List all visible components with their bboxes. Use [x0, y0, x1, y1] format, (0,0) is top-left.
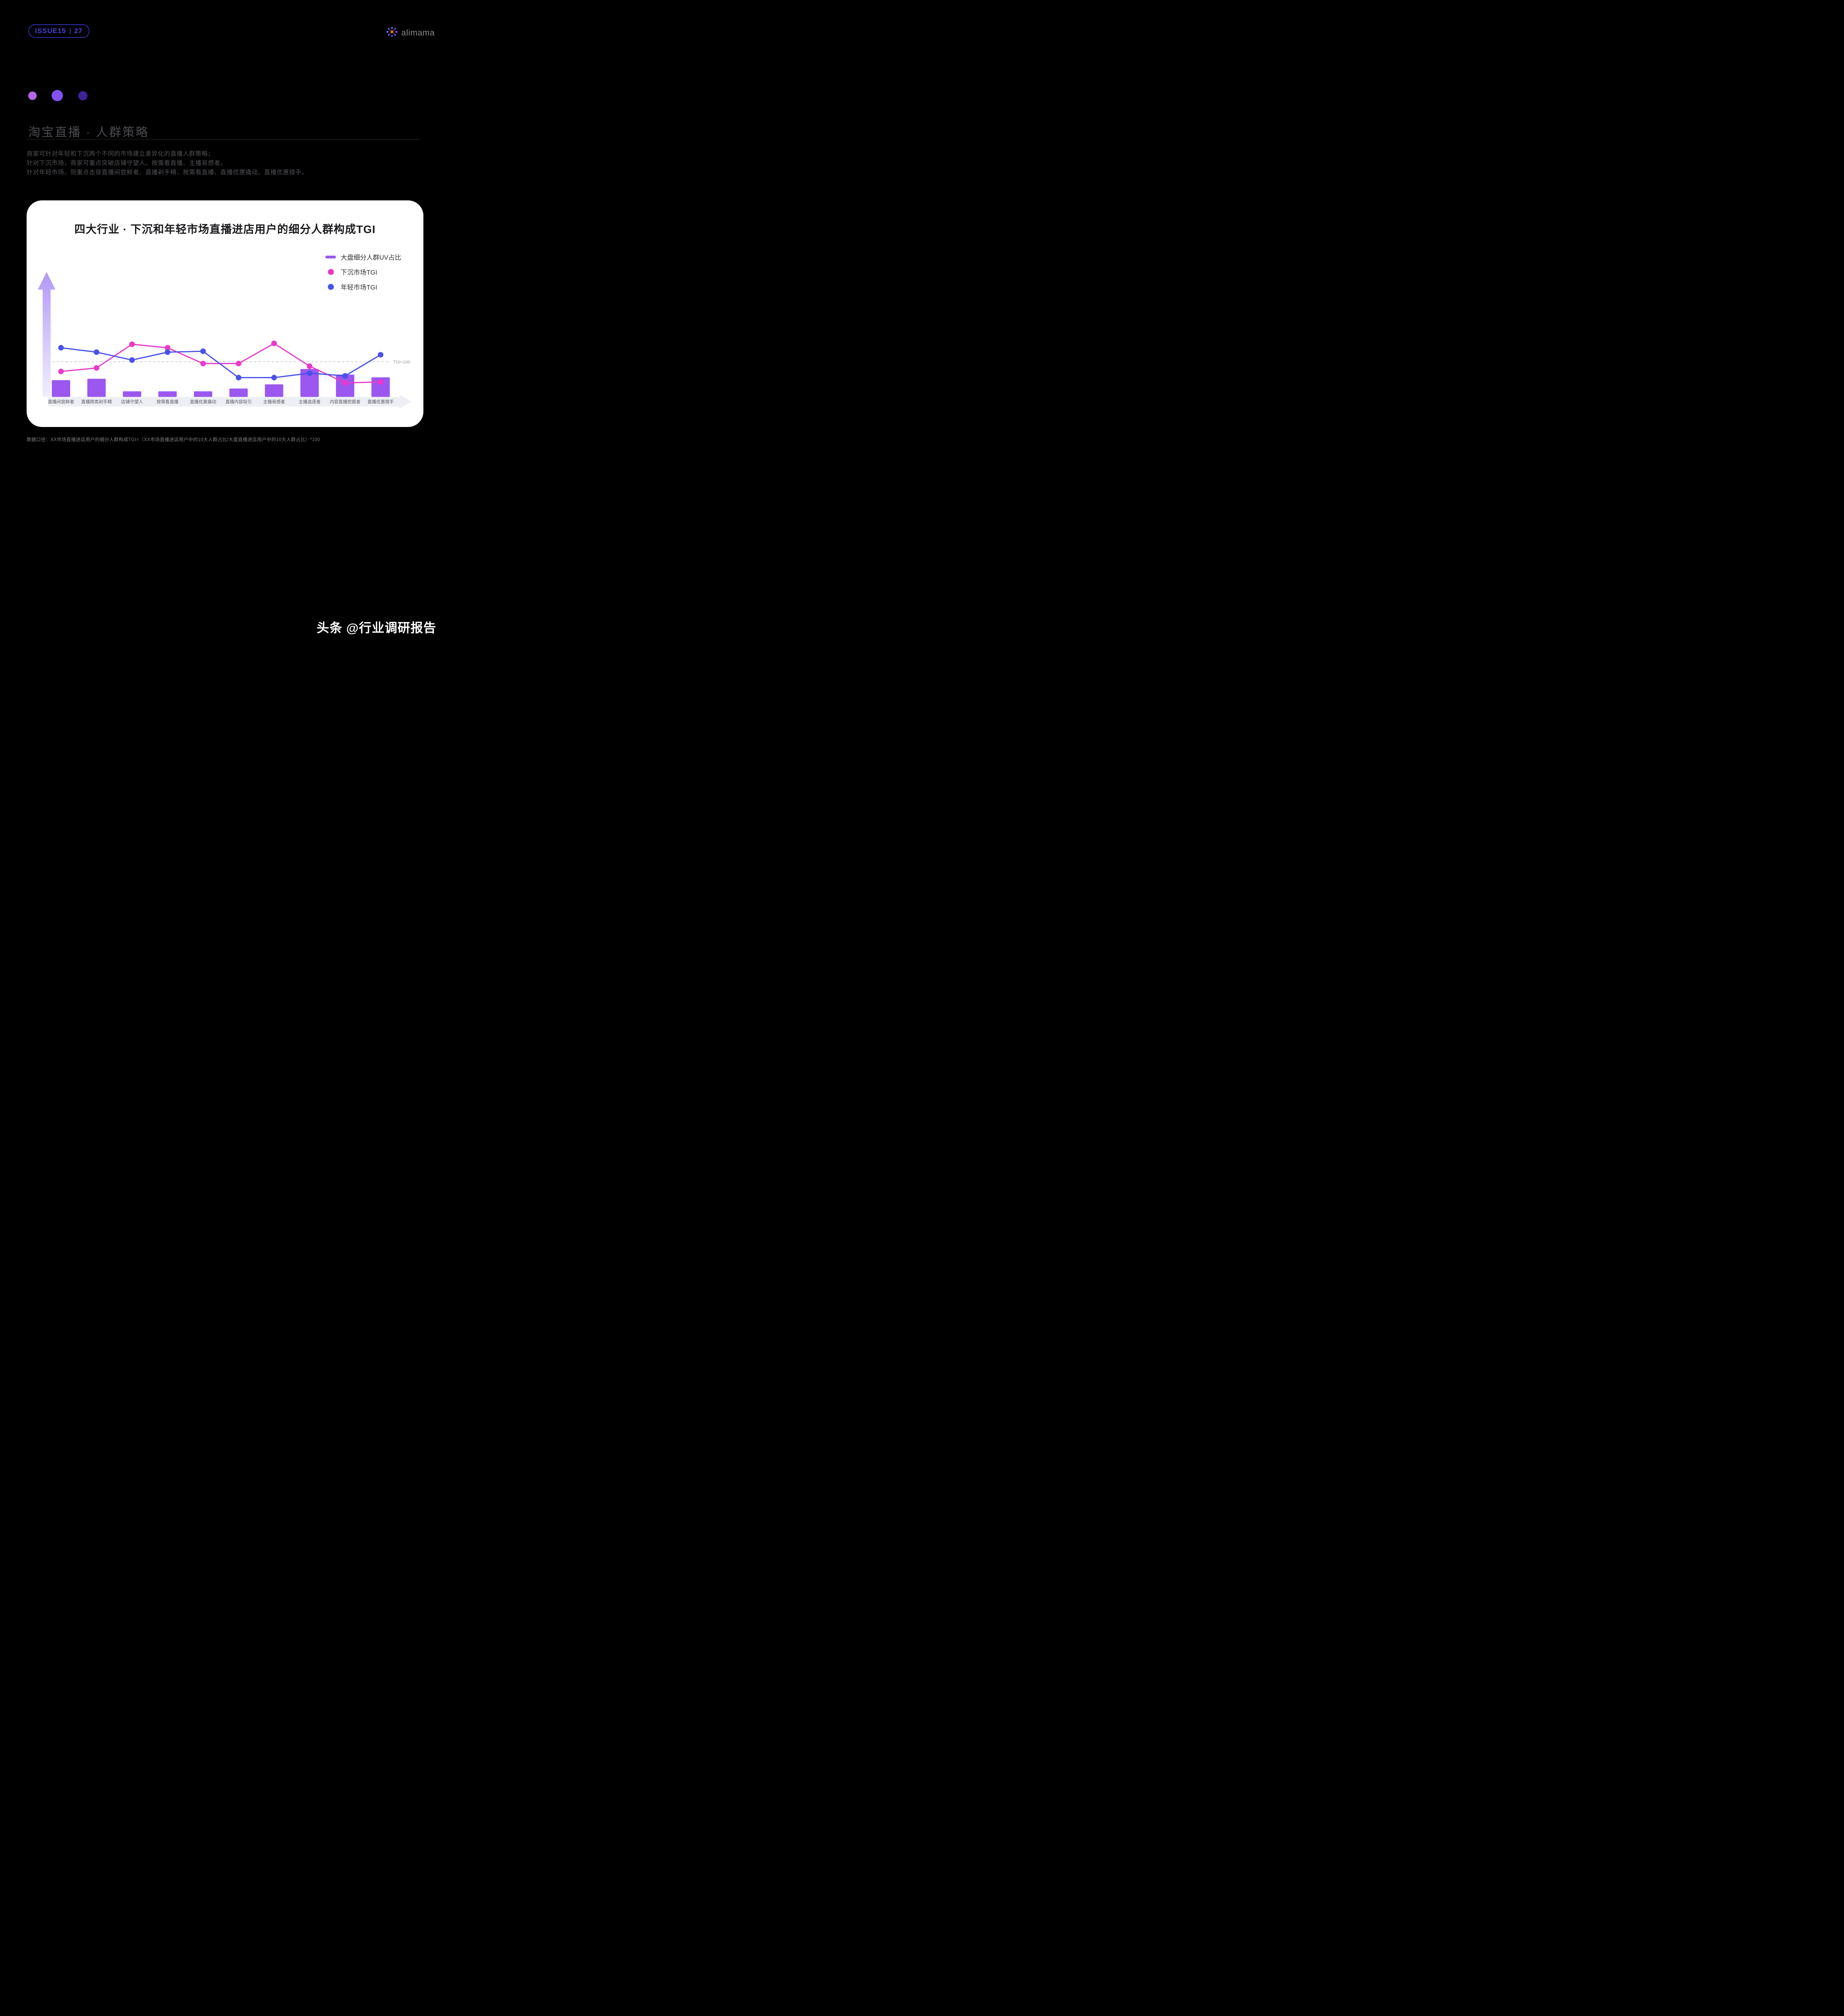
svg-text:直播优惠撬动: 直播优惠撬动 — [190, 399, 216, 404]
intro-line-2: 针对下沉市场，商家可重点突破店铺守望人、按需看直播、主播易感者。 — [27, 160, 227, 167]
uv-bar-swatch — [325, 255, 336, 258]
alimama-wordmark: alimama — [401, 28, 435, 37]
x-axis-arrow — [48, 394, 412, 409]
intro-line-3: 针对年轻市场，则重点击穿直播间尝鲜者、直播剁手精、按需看直播、直播优惠撬动、直播… — [27, 169, 308, 176]
line-series-1-points — [58, 345, 383, 381]
tgi-combo-chart: TGI=100 直播间尝鲜者 直播跨类剁手精 店铺守望人 按需看直播 直播优惠撬动 直播内容… — [33, 257, 416, 414]
line-series-0 — [61, 342, 381, 384]
uv-bars — [52, 369, 390, 397]
chart-card: 四大行业 · 下沉和年轻市场直播进店用户的细分人群构成TGI 大盘细分人群UV占… — [27, 200, 423, 427]
svg-text:主播追逐者: 主播追逐者 — [299, 399, 321, 404]
legend-label-uv: 大盘细分人群UV占比 — [340, 254, 401, 261]
category-labels: 直播间尝鲜者 直播跨类剁手精 店铺守望人 按需看直播 直播优惠撬动 直播内容吸引 主播易感者… — [48, 399, 394, 404]
svg-text:直播优惠猎手: 直播优惠猎手 — [367, 399, 394, 404]
svg-text:直播间尝鲜者: 直播间尝鲜者 — [48, 399, 74, 404]
deco-dot-3 — [78, 91, 88, 100]
legend-item-sunken: 下沉市场TGI — [325, 267, 401, 277]
alimama-burst-icon — [386, 26, 398, 40]
deco-dot-2 — [52, 90, 63, 101]
watermark: 头条 @行业调研报告 — [317, 621, 436, 635]
deco-dot-1 — [28, 92, 37, 100]
sunken-market-dot-swatch — [327, 269, 334, 275]
chart-legend: 大盘细分人群UV占比 下沉市场TGI 年轻市场TGI — [325, 252, 401, 292]
issue-badge-divider — [69, 28, 71, 34]
svg-text:直播内容吸引: 直播内容吸引 — [225, 399, 252, 404]
tgi-100-label: TGI=100 — [393, 360, 410, 364]
line-series-0-points — [58, 340, 383, 386]
issue-badge-label: ISSUE15 — [35, 27, 66, 35]
svg-text:店铺守望人: 店铺守望人 — [121, 399, 143, 404]
data-caliber-footnote: 数据口径：XX市场直播进店用户的细分人群构成TGI=（XX市场直播进店用户中的1… — [27, 437, 320, 442]
alimama-logo: alimama — [386, 26, 435, 40]
legend-label-young: 年轻市场TGI — [340, 284, 377, 291]
y-axis-arrow — [38, 272, 56, 397]
legend-item-young: 年轻市场TGI — [325, 282, 401, 292]
svg-text:主播易感者: 主播易感者 — [263, 399, 285, 404]
issue-badge-number: 27 — [74, 27, 83, 35]
issue-badge: ISSUE15 27 — [28, 24, 90, 38]
svg-text:直播跨类剁手精: 直播跨类剁手精 — [81, 399, 112, 404]
line-series-1 — [61, 347, 381, 378]
title-divider — [27, 139, 420, 140]
legend-item-uv: 大盘细分人群UV占比 — [325, 252, 401, 262]
svg-text:按需看直播: 按需看直播 — [156, 399, 178, 404]
page-title: 淘宝直播 · 人群策略 — [28, 126, 149, 140]
chart-title: 四大行业 · 下沉和年轻市场直播进店用户的细分人群构成TGI — [74, 223, 376, 235]
legend-label-sunken: 下沉市场TGI — [340, 269, 377, 276]
svg-text:内容直播挖掘者: 内容直播挖掘者 — [330, 399, 360, 404]
intro-line-1: 商家可针对年轻和下沉两个不同的市场建立差异化的直播人群策略； — [27, 150, 215, 157]
young-market-dot-swatch — [327, 283, 334, 290]
decorative-dots — [28, 89, 133, 103]
intro-paragraph: 商家可针对年轻和下沉两个不同的市场建立差异化的直播人群策略； 针对下沉市场，商家… — [27, 149, 308, 177]
